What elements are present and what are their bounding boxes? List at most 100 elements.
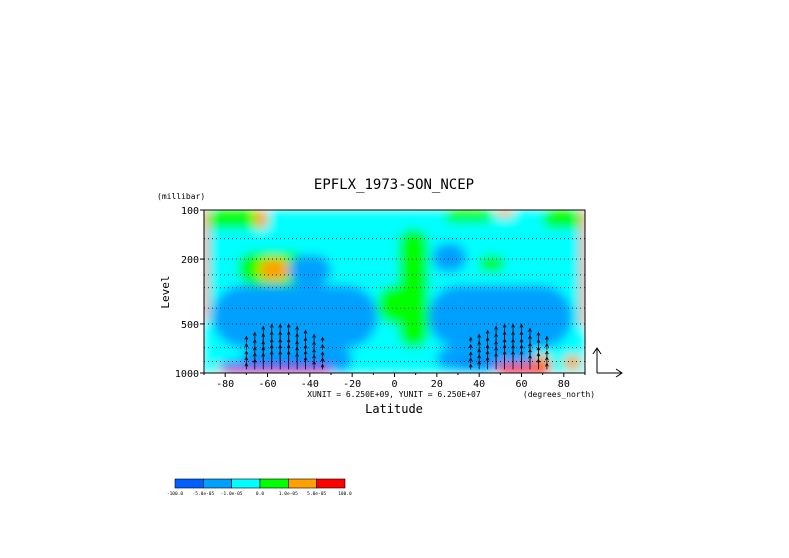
flux-arrow-head: [303, 336, 308, 341]
legend-swatch: [203, 478, 232, 489]
flux-arrow-head: [269, 323, 274, 328]
flux-arrow-head: [528, 348, 532, 353]
flux-arrow-head: [545, 350, 549, 355]
field-region: [542, 210, 581, 229]
flux-arrow-head: [511, 330, 515, 335]
flux-arrow-head: [502, 323, 507, 328]
flux-arrow-head: [261, 325, 266, 330]
flux-arrow-head: [511, 344, 515, 349]
reference-vector-icon: [592, 347, 623, 378]
x-axis: -80 -60 -40 -20 0 20 40 60 80: [203, 373, 586, 390]
field-region: [288, 255, 331, 286]
ep-flux-vectors: [244, 323, 549, 370]
flux-arrow-head: [536, 331, 541, 336]
flux-arrow-head: [286, 338, 291, 343]
flux-arrow-head: [511, 323, 515, 328]
flux-arrow-head: [536, 358, 541, 363]
flux-arrow-head: [494, 340, 498, 345]
legend-swatch: [259, 478, 289, 489]
flux-arrow-head: [320, 357, 325, 362]
flux-arrow-head: [477, 348, 482, 353]
x-tick-label: 60: [515, 379, 527, 390]
contour-field: [204, 210, 585, 373]
flux-arrow-head: [494, 352, 498, 357]
field-region: [254, 210, 268, 229]
x-tick-label: -80: [216, 379, 234, 390]
flux-arrow-head: [477, 354, 482, 359]
flux-arrow-head: [320, 363, 325, 368]
y-tick-label: 500: [181, 320, 199, 331]
flux-arrow-head: [261, 340, 266, 345]
flux-arrow-head: [252, 338, 257, 343]
y-tick-label: 100: [181, 206, 199, 217]
flux-arrow-head: [468, 351, 473, 356]
flux-arrow-head: [312, 354, 316, 359]
flux-arrow-head: [502, 338, 507, 343]
flux-arrow-head: [244, 362, 249, 367]
flux-arrow-head: [485, 336, 490, 341]
flux-arrow-head: [502, 330, 507, 335]
flux-arrow-head: [519, 344, 524, 349]
field-region: [377, 285, 412, 324]
flux-arrow-head: [252, 331, 257, 336]
legend-level-label: 5.0e-05: [307, 491, 326, 497]
field-region: [563, 355, 581, 370]
field-region: [259, 259, 289, 281]
field-region: [225, 369, 331, 373]
y-tick-label: 1000: [175, 369, 199, 380]
flux-arrow-head: [485, 344, 490, 349]
flux-arrow-head: [468, 363, 473, 368]
chart-title: EPFLX_1973-SON_NCEP: [314, 177, 474, 193]
flux-arrow-head: [312, 333, 316, 338]
flux-arrow-head: [545, 356, 549, 361]
field-region: [479, 255, 505, 272]
flux-arrow-head: [269, 350, 274, 355]
flux-arrow-head: [477, 333, 482, 338]
flux-arrow-head: [519, 350, 524, 355]
flux-arrow-head: [536, 338, 541, 343]
flux-arrow-head: [286, 344, 291, 349]
vector-scale-note: XUNIT = 6.250E+09, YUNIT = 6.250E+07: [307, 390, 481, 399]
flux-arrow-head: [295, 346, 299, 351]
flux-arrow-head: [468, 357, 473, 362]
x-units-label: (degrees_north): [523, 390, 595, 399]
flux-arrow-head: [269, 330, 274, 335]
flux-arrow-head: [278, 344, 283, 349]
field-region: [212, 285, 378, 348]
legend-level-label: 100.0: [338, 491, 352, 497]
flux-arrow-head: [278, 330, 283, 335]
flux-arrow-head: [320, 343, 325, 348]
color-legend: -100.0 -5.0e-05 -1.0e-05 0.0 1.0e-05 5.0e-05 1…: [167, 478, 352, 497]
field-region: [445, 210, 492, 223]
x-tick-label: -20: [343, 379, 361, 390]
flux-arrow-head: [477, 360, 482, 365]
flux-arrow-head: [545, 342, 549, 347]
flux-arrow-head: [244, 356, 249, 361]
flux-arrow-head: [261, 346, 266, 351]
y-axis-title: Level: [159, 275, 172, 308]
flux-arrow-head: [519, 338, 524, 343]
flux-arrow-head: [295, 332, 299, 337]
flux-arrow-head: [286, 330, 291, 335]
flux-arrow-head: [312, 348, 316, 353]
flux-arrow-head: [252, 346, 257, 351]
flux-arrow-head: [295, 340, 299, 345]
flux-arrow-head: [303, 329, 308, 334]
field-region: [208, 210, 264, 229]
flux-arrow-head: [519, 323, 524, 328]
x-axis-title: Latitude: [365, 402, 423, 416]
flux-arrow-head: [244, 350, 249, 355]
flux-arrow-head: [477, 340, 482, 345]
y-axis: 100 200 500 1000: [175, 206, 204, 380]
flux-arrow-head: [295, 325, 299, 330]
field-region: [580, 210, 585, 327]
flux-arrow-head: [252, 358, 257, 363]
flux-arrow-head: [536, 346, 541, 351]
flux-arrow-head: [303, 344, 308, 349]
y-units-label: (millibar): [157, 192, 205, 201]
legend-swatch: [231, 478, 261, 489]
flux-arrow-head: [528, 327, 532, 332]
flux-arrow-head: [261, 332, 266, 337]
flux-arrow-head: [511, 338, 515, 343]
field-region: [204, 210, 209, 322]
